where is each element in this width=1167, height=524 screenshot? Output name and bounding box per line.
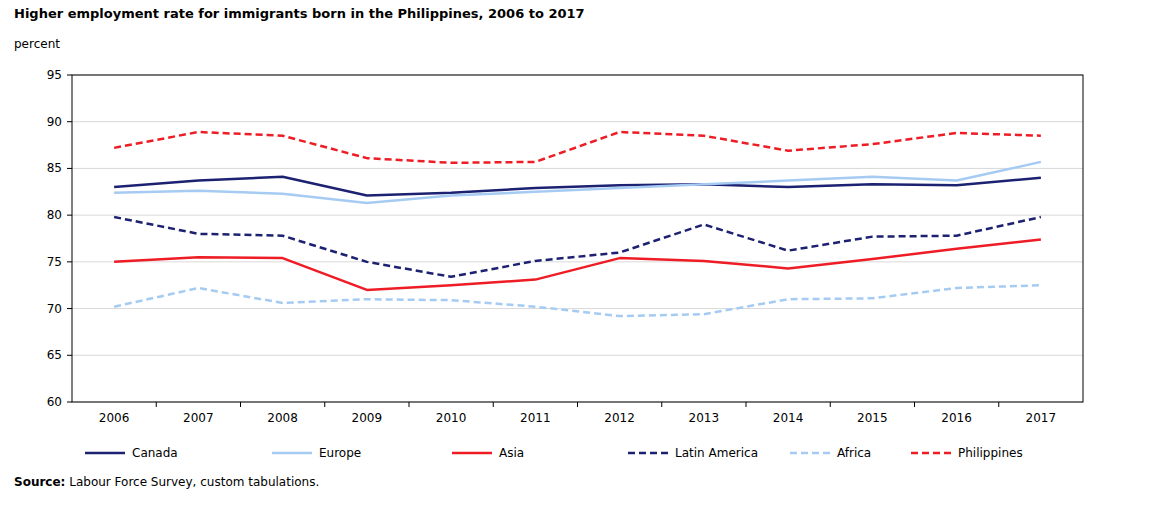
grid-line	[72, 121, 1083, 122]
grid-line	[72, 215, 1083, 216]
legend-label: Latin America	[675, 446, 758, 460]
x-tick-label: 2006	[99, 411, 130, 425]
x-tick	[240, 402, 241, 407]
y-tick-label: 65	[47, 348, 62, 362]
x-tick-label: 2012	[604, 411, 635, 425]
chart: Higher employment rate for immigrants bo…	[0, 0, 1167, 524]
x-tick	[998, 402, 999, 407]
grid-line	[72, 168, 1083, 169]
legend-label: Canada	[132, 446, 178, 460]
source: Source: Labour Force Survey, custom tabu…	[14, 475, 319, 489]
x-tick	[746, 402, 747, 407]
y-tick-label: 95	[47, 68, 62, 82]
plot-frame	[72, 75, 1083, 402]
legend-swatch	[911, 452, 951, 455]
x-tick-label: 2014	[773, 411, 804, 425]
series-line	[114, 217, 1041, 277]
y-tick	[67, 261, 72, 262]
x-tick	[577, 402, 578, 407]
y-tick-label: 60	[47, 395, 62, 409]
y-tick-label: 90	[47, 115, 62, 129]
y-tick	[67, 75, 72, 76]
series-line	[114, 285, 1041, 316]
x-tick-label: 2015	[857, 411, 888, 425]
y-tick-label: 70	[47, 302, 62, 316]
x-tick-label: 2017	[1026, 411, 1057, 425]
legend-label: Philippines	[958, 446, 1023, 460]
y-tick-label: 85	[47, 161, 62, 175]
legend-swatch	[790, 452, 830, 455]
legend-label: Asia	[499, 446, 524, 460]
grid-line	[72, 261, 1083, 262]
x-tick-label: 2007	[183, 411, 214, 425]
title: Higher employment rate for immigrants bo…	[14, 6, 585, 21]
x-tick	[914, 402, 915, 407]
grid-line	[72, 308, 1083, 309]
legend-label: Africa	[837, 446, 871, 460]
series-line	[114, 132, 1041, 163]
legend-swatch	[452, 452, 492, 455]
y-tick	[67, 402, 72, 403]
series-group	[114, 132, 1041, 316]
x-tick	[324, 402, 325, 407]
grid-line	[72, 355, 1083, 356]
x-tick-label: 2013	[689, 411, 720, 425]
legend-swatch	[628, 452, 668, 455]
y-tick	[67, 168, 72, 169]
y-tick	[67, 215, 72, 216]
y-tick	[67, 121, 72, 122]
x-tick-label: 2010	[436, 411, 467, 425]
legend-swatch	[272, 452, 312, 455]
y-tick-label: 75	[47, 255, 62, 269]
y-tick	[67, 355, 72, 356]
y-axis-label: percent	[14, 37, 60, 51]
legend-swatch	[85, 452, 125, 455]
x-tick	[661, 402, 662, 407]
x-tick-label: 2011	[520, 411, 551, 425]
y-tick	[67, 308, 72, 309]
x-tick-label: 2009	[352, 411, 383, 425]
x-tick	[493, 402, 494, 407]
series-line	[114, 239, 1041, 289]
legend-label: Europe	[319, 446, 361, 460]
legend: Canada Europe Asia Latin America Africa Phili…	[85, 446, 1023, 460]
x-tick	[156, 402, 157, 407]
x-tick-label: 2016	[941, 411, 972, 425]
x-tick	[409, 402, 410, 407]
series-line	[114, 162, 1041, 203]
y-tick-label: 80	[47, 208, 62, 222]
x-tick-label: 2008	[267, 411, 298, 425]
x-tick	[830, 402, 831, 407]
